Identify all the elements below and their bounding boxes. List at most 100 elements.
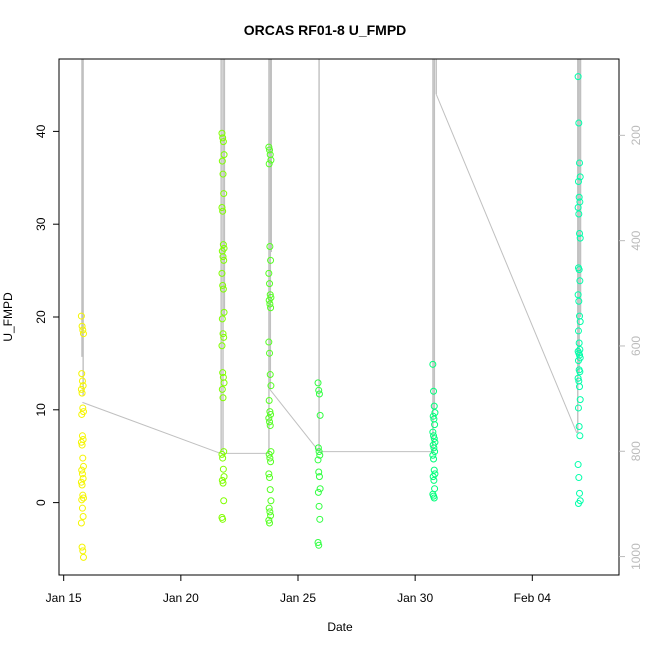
data-point [315,473,323,481]
data-point [219,479,227,487]
data-point [267,156,275,164]
track-connector [82,401,221,454]
data-point [78,370,86,378]
data-point [267,256,275,264]
data-point [77,478,85,486]
data-point [576,229,584,237]
data-point [79,326,87,334]
data-point [576,234,584,242]
data-point [574,73,582,81]
data-point [576,173,584,181]
data-point [314,379,322,387]
data-point [219,330,227,338]
data-point [220,190,228,198]
data-point [219,241,227,249]
data-point [314,539,322,547]
data-point [430,402,438,410]
x-tick-label: Jan 20 [163,591,199,605]
data-point [429,360,437,368]
data-point [219,281,227,289]
x-tick-label: Jan 15 [46,591,82,605]
data-point [219,207,227,215]
data-point [576,432,584,440]
data-point [430,494,438,502]
data-point [265,504,273,512]
data-point [219,170,227,178]
data-point [267,512,275,520]
x-tick-label: Jan 30 [397,591,433,605]
data-point [78,410,86,418]
data-point [429,451,437,459]
data-point [266,242,274,250]
data-point [220,497,228,505]
data-point [575,297,583,305]
right-axis-tick-label: 400 [629,230,643,250]
y-tick-label: 30 [34,217,48,231]
x-axis-label: Date [327,620,353,634]
data-point [219,253,227,261]
data-point [316,485,324,493]
data-point [79,330,87,338]
data-point [78,481,86,489]
data-point [78,322,86,330]
flight-track-layer [81,59,582,454]
data-point [267,304,275,312]
data-point [267,382,275,390]
data-point [266,422,274,430]
data-point [218,342,226,350]
data-point [429,473,437,481]
data-point [266,454,274,462]
data-point [265,414,273,422]
data-point [430,432,438,440]
data-point [265,143,273,151]
data-point [78,543,86,551]
data-point [576,489,584,497]
data-point [576,318,584,326]
data-point [314,444,322,452]
data-point [265,470,273,478]
data-point [77,385,85,393]
data-point [220,308,228,316]
data-point [218,476,226,484]
data-point [78,496,86,504]
data-point [218,203,226,211]
x-tick-label: Jan 25 [280,591,316,605]
data-point [574,374,582,382]
data-point [267,458,275,466]
y-tick-label: 0 [34,499,48,506]
data-point [219,465,227,473]
data-point [315,541,323,549]
data-point [430,476,438,484]
data-point [79,491,87,499]
data-point [314,488,322,496]
data-point [77,438,85,446]
data-point [316,411,324,419]
data-point [79,382,87,390]
data-point [267,410,275,418]
data-point [219,454,227,462]
data-point [220,379,228,387]
data-point [219,515,227,523]
data-point [265,269,273,277]
data-point [78,389,86,397]
data-point [79,474,87,482]
right-axis-tick-label: 1000 [629,543,643,570]
data-point [575,474,583,482]
data-point [575,193,583,201]
right-axis-tick-label: 600 [629,336,643,356]
data-point [431,409,439,417]
data-point [218,385,226,393]
data-point [220,333,228,341]
data-point [78,377,86,385]
data-point [77,519,85,527]
y-tick-label: 20 [34,310,48,324]
data-point [431,448,439,456]
data-points-layer [77,73,584,561]
data-point [429,441,437,449]
data-point [265,516,273,524]
data-point [314,456,322,464]
data-point [574,500,582,508]
data-point [574,291,582,299]
data-point [219,369,227,377]
